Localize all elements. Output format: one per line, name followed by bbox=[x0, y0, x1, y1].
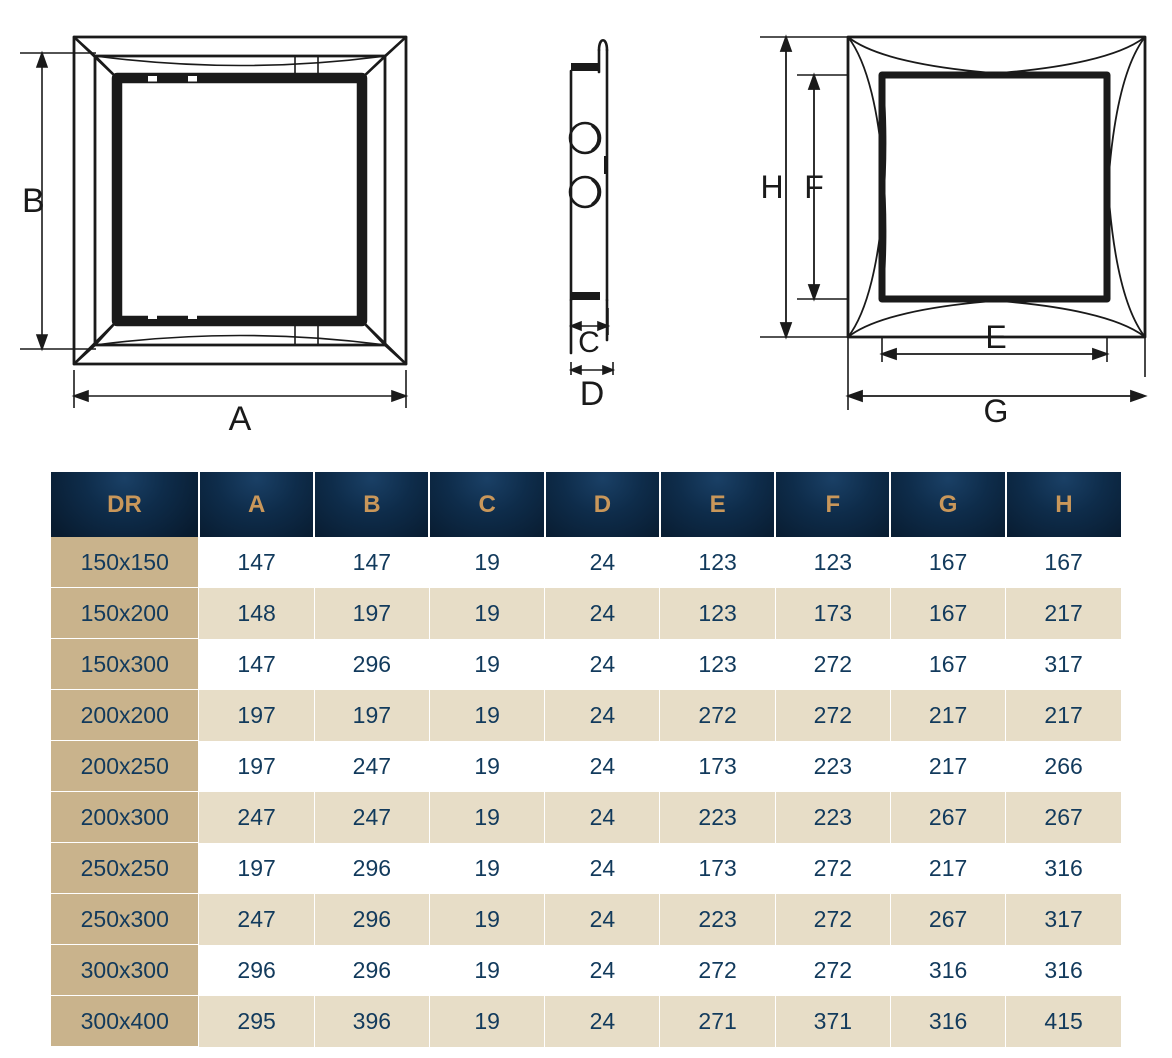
svg-text:C: C bbox=[578, 326, 600, 359]
svg-text:F: F bbox=[804, 169, 824, 205]
svg-text:H: H bbox=[760, 169, 783, 205]
svg-text:E: E bbox=[985, 319, 1006, 355]
svg-text:B: B bbox=[22, 182, 45, 220]
svg-text:G: G bbox=[984, 393, 1009, 429]
svg-text:A: A bbox=[229, 400, 252, 438]
svg-text:D: D bbox=[580, 375, 605, 413]
